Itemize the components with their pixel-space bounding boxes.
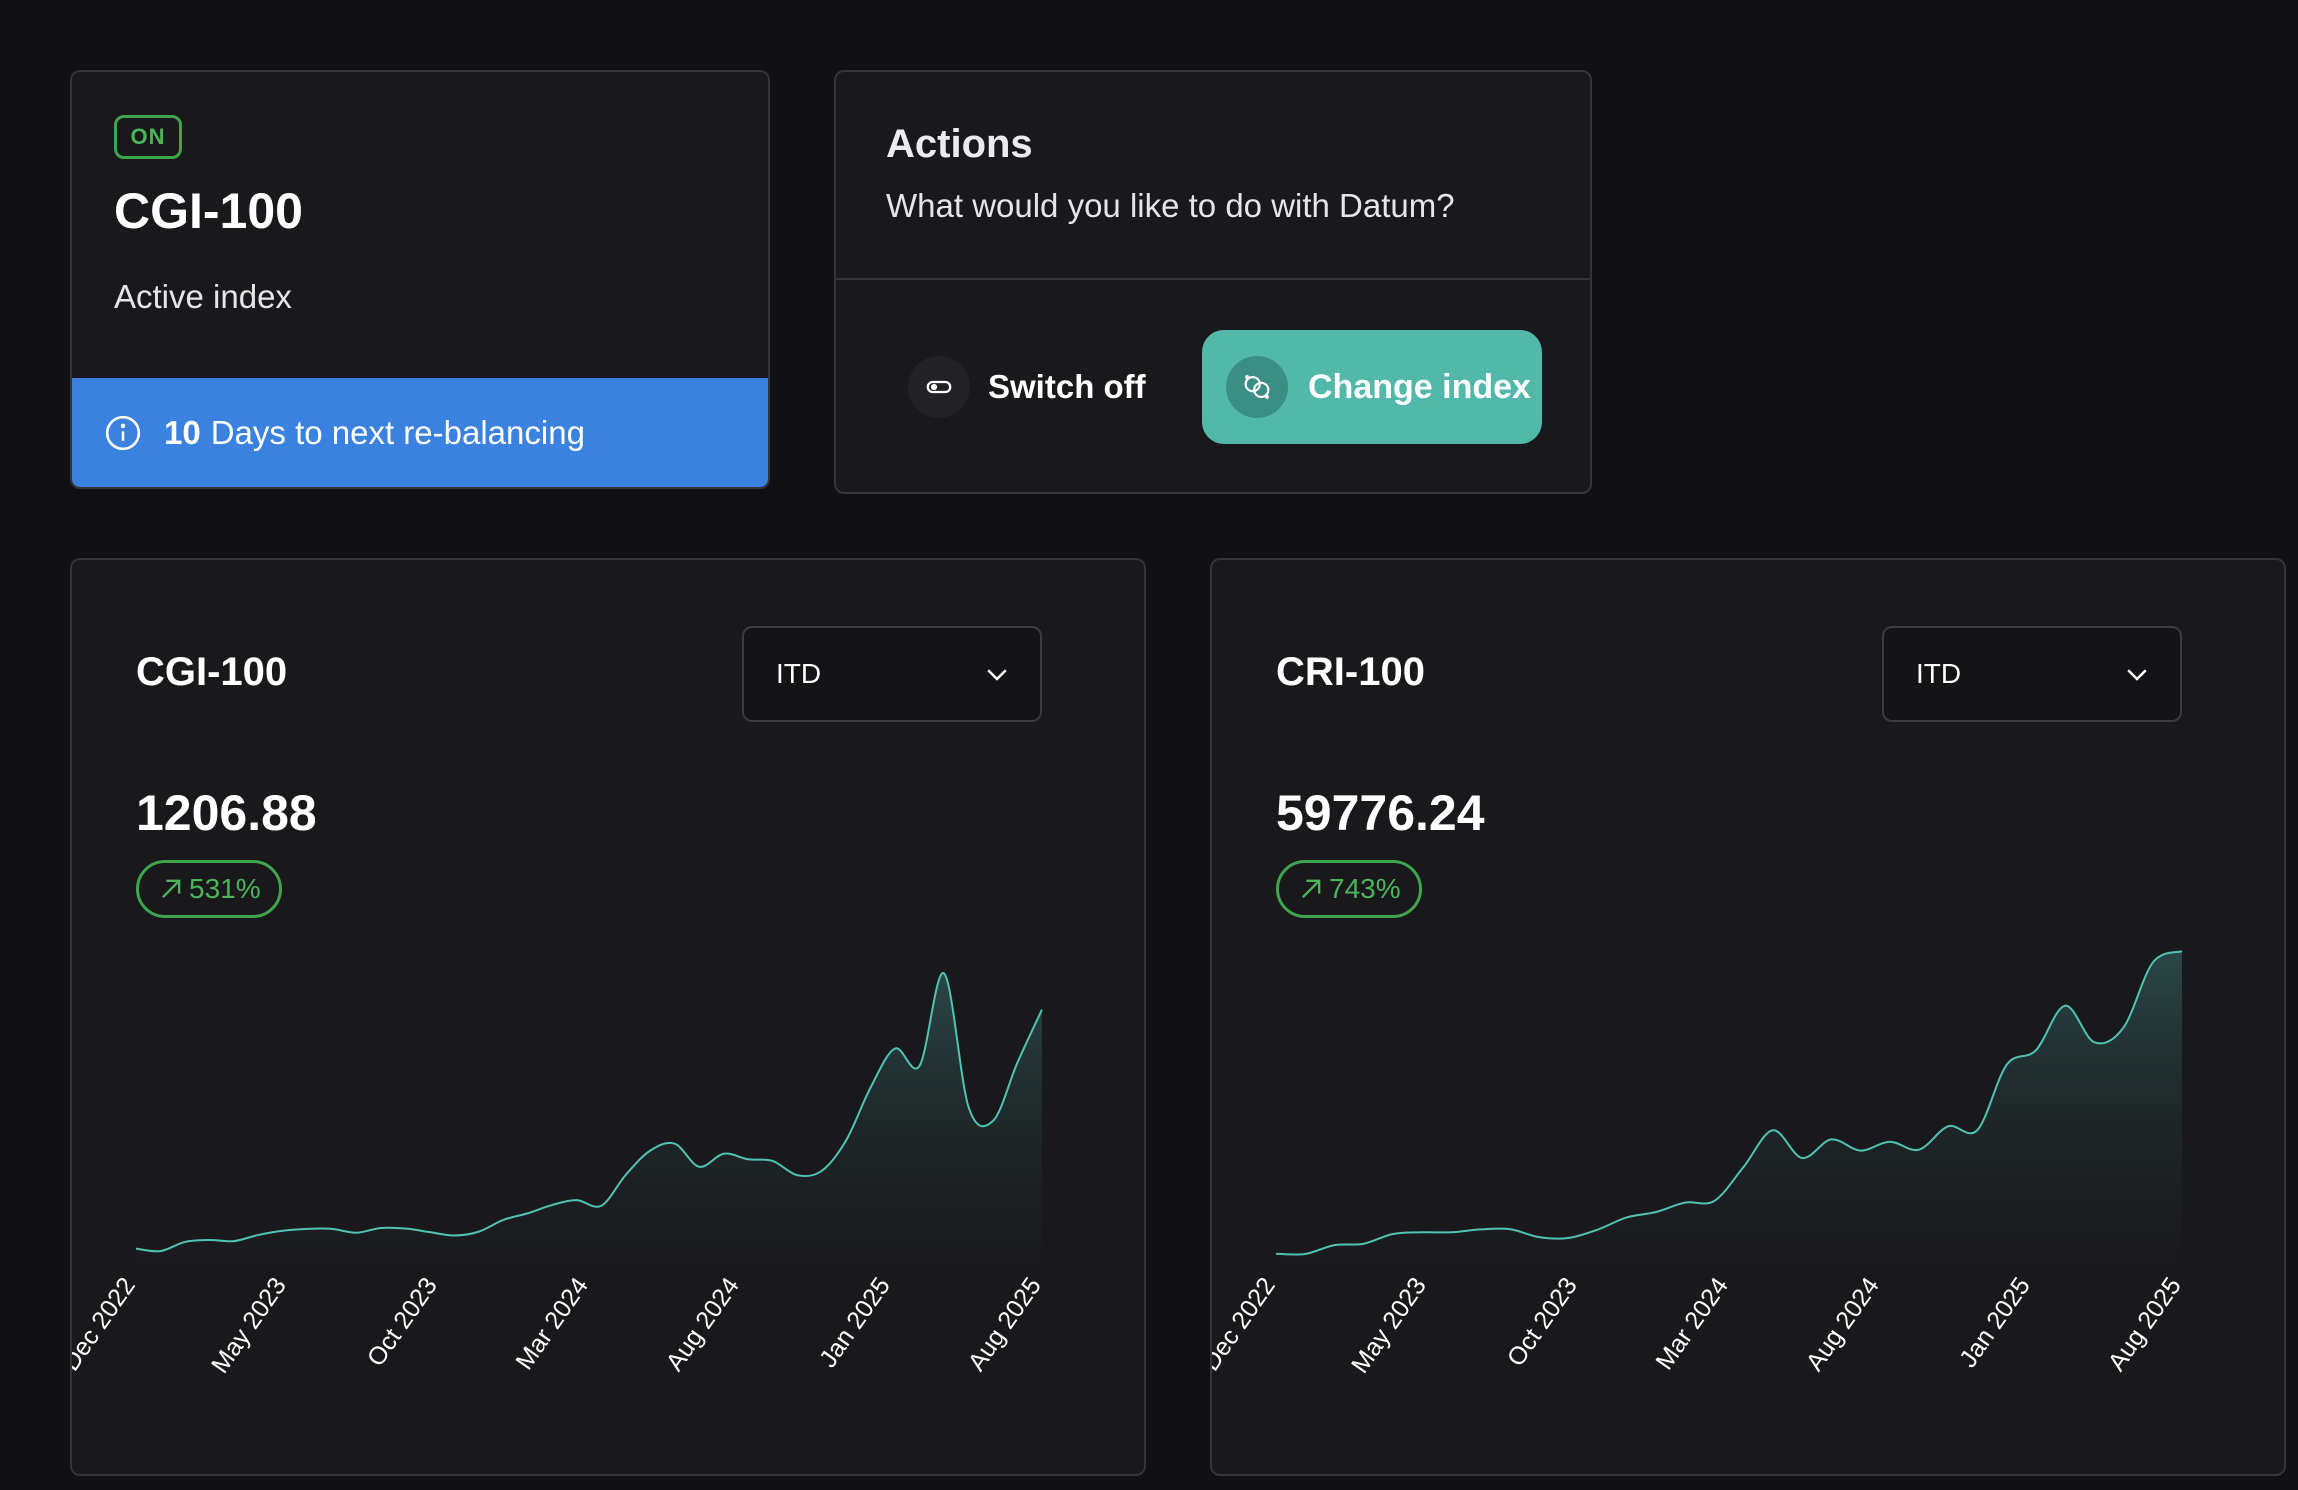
chart-card-cri: CRI-100 ITD 59776.24 743% Dec 2022 May 20… xyxy=(1210,558,2286,1476)
swap-icon xyxy=(1226,356,1288,418)
x-tick-label: Oct 2023 xyxy=(362,1272,443,1371)
chart-title: CRI-100 xyxy=(1276,650,1425,694)
x-tick-label: May 2023 xyxy=(1346,1272,1432,1378)
period-value: ITD xyxy=(1916,658,1962,689)
arrow-up-right-icon xyxy=(1302,879,1321,898)
x-tick-label: May 2023 xyxy=(206,1272,292,1378)
x-tick-label: Aug 2024 xyxy=(661,1272,745,1376)
change-index-label: Change index xyxy=(1308,367,1531,406)
rebalance-days: 10 xyxy=(164,413,201,451)
switch-off-label: Switch off xyxy=(988,368,1146,405)
status-badge: ON xyxy=(114,115,182,159)
rebalance-notice: 10 Days to next re-balancing xyxy=(72,378,768,487)
chart-card-cgi: CGI-100 ITD 1206.88 531% Dec 2022 May 202… xyxy=(70,558,1146,1476)
x-tick-label: Jan 2025 xyxy=(1954,1272,2036,1372)
change-index-button[interactable]: Change index xyxy=(1202,330,1542,444)
rebalance-text: Days to next re-balancing xyxy=(210,413,585,451)
index-status-card: ON CGI-100 Active index 10 Days to next … xyxy=(70,70,770,489)
x-tick-label: Aug 2025 xyxy=(2103,1272,2187,1376)
period-value: ITD xyxy=(776,658,822,689)
actions-subtitle: What would you like to do with Datum? xyxy=(886,187,1455,224)
info-icon xyxy=(105,415,141,450)
switch-off-button[interactable]: Switch off xyxy=(908,356,1146,418)
x-tick-label: Dec 2022 xyxy=(72,1272,141,1376)
x-tick-label: Jan 2025 xyxy=(814,1272,896,1372)
x-tick-label: Dec 2022 xyxy=(1212,1272,1281,1376)
chart-area: Dec 2022 May 2023 Oct 2023 Mar 2024 Aug 2024… xyxy=(1212,950,2187,1378)
change-badge: 743% xyxy=(1276,860,1422,918)
x-tick-label: Aug 2025 xyxy=(963,1272,1047,1376)
index-value: 1206.88 xyxy=(136,785,317,841)
index-status-label: Active index xyxy=(114,278,292,315)
divider xyxy=(836,278,1590,280)
arrow-up-right-icon xyxy=(162,879,181,898)
chart-area: Dec 2022 May 2023 Oct 2023 Mar 2024 Aug 2024… xyxy=(72,972,1047,1378)
x-tick-label: Mar 2024 xyxy=(1650,1272,1734,1375)
series-line xyxy=(1275,950,2183,1256)
chevron-down-icon xyxy=(987,669,1007,681)
change-badge: 531% xyxy=(136,860,282,918)
period-select[interactable]: ITD xyxy=(742,626,1042,722)
series-area xyxy=(136,973,1042,1270)
x-tick-label: Mar 2024 xyxy=(510,1272,594,1375)
index-title: CGI-100 xyxy=(114,183,303,239)
series-line xyxy=(135,972,1043,1253)
index-value: 59776.24 xyxy=(1276,785,1485,841)
x-tick-label: Aug 2024 xyxy=(1801,1272,1885,1376)
actions-title: Actions xyxy=(886,122,1033,166)
toggle-icon xyxy=(908,356,970,418)
actions-card: Actions What would you like to do with D… xyxy=(834,70,1592,494)
chevron-down-icon xyxy=(2127,669,2147,681)
change-value: 531% xyxy=(189,873,261,904)
change-value: 743% xyxy=(1329,873,1401,904)
x-tick-label: Oct 2023 xyxy=(1502,1272,1583,1371)
series-area xyxy=(1276,951,2182,1270)
period-select[interactable]: ITD xyxy=(1882,626,2182,722)
chart-title: CGI-100 xyxy=(136,650,288,694)
